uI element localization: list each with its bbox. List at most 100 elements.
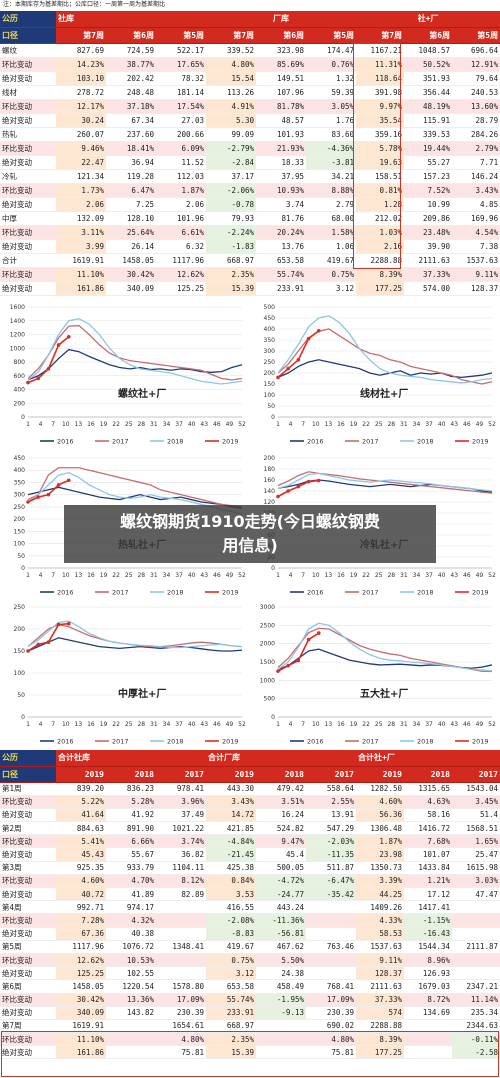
table-row: 螺纹 827.69 724.59 522.17 339.52 323.98 174.47 11… — [0, 43, 500, 58]
table-cell: 55.74% — [256, 267, 307, 282]
series-line-2017 — [27, 324, 243, 381]
table-cell: 1.73% — [56, 183, 106, 198]
table-cell: -2.03% — [306, 834, 356, 849]
y-tick-label: 400 — [14, 387, 26, 394]
table-cell: 158.51 — [356, 169, 405, 184]
table-row: 绝对变动 3.99 26.14 6.32 -1.83 13.76 1.06 2.16 39.90… — [0, 239, 500, 254]
table-cell: 1619.91 — [56, 1019, 106, 1034]
table-cell: 125.25 — [156, 281, 207, 296]
y-tick-label: 180 — [264, 466, 276, 473]
table-cell: -56.81 — [256, 927, 306, 941]
x-tick-label: 13 — [75, 572, 83, 579]
table-cell: 836.23 — [106, 782, 156, 796]
table-cell: -11.35 — [306, 847, 356, 862]
table1-group-shekou: 社库 — [56, 11, 207, 28]
x-tick-label: 25 — [375, 572, 383, 579]
table-row: 环比变动 9.46% 18.41% 6.09% -2.79% 21.93% -4.36% 5.… — [0, 141, 500, 156]
x-tick-label: 13 — [325, 721, 333, 728]
table-cell: 78.32 — [156, 71, 207, 86]
table-cell: 3.43% — [452, 183, 500, 198]
y-tick-label: 300 — [264, 348, 276, 355]
table-cell: 25.64% — [106, 225, 156, 240]
table-cell: -2.58 — [452, 1045, 500, 1060]
series-point-2019 — [26, 380, 30, 385]
table-row: 绝对变动 45.43 55.67 36.82 -21.45 45.4 -11.35 23.98… — [0, 847, 500, 862]
note-line: 注：本期库存为基差期比；公库口径：一周第一周为基差期比 — [3, 1, 166, 8]
table-cell: 177.25 — [356, 281, 405, 296]
table-cell: 992.71 — [56, 900, 106, 915]
x-tick-label: 1 — [26, 721, 30, 728]
series-point-2019 — [56, 483, 61, 487]
table-cell: 101.93 — [256, 127, 307, 142]
y-tick-label: 450 — [14, 455, 26, 462]
table-cell: 5.28% — [106, 795, 156, 809]
table-cell: 128.37 — [356, 966, 404, 981]
series-line-2017 — [27, 623, 243, 648]
y-tick-label: 140 — [264, 488, 276, 495]
table-cell: 101.96 — [156, 211, 207, 226]
table-row: 中厚 132.09 128.10 101.96 79.93 81.76 68.00 212.0… — [0, 211, 500, 226]
table-cell: 19.44% — [404, 141, 453, 156]
table-cell: 2288.88 — [356, 253, 405, 268]
table-cell: 209.86 — [404, 211, 453, 226]
table-cell: 7.71 — [452, 155, 500, 170]
x-tick-label: 10 — [62, 421, 70, 428]
legend-label: 2016 — [57, 589, 74, 597]
legend-label: 2018 — [167, 738, 184, 746]
series-line-2018 — [277, 472, 493, 492]
table-cell: 1416.72 — [404, 821, 452, 836]
table-row: 绝对变动 30.24 67.34 27.03 5.30 48.57 1.76 35.54 115… — [0, 113, 500, 128]
table-cell: 58.16 — [404, 808, 452, 823]
table-row: 绝对变动 161.86 75.81 15.39 75.81 177.25 -2.58 — [0, 1045, 500, 1060]
table-cell: 1654.61 — [156, 1019, 206, 1034]
headline-overlay: 螺纹钢期货1910走势(今日螺纹钢费 用信息) — [64, 505, 436, 563]
table-row: 绝对变动 2.06 7.25 2.06 -0.78 3.74 2.79 1.28 10.99 4.… — [0, 197, 500, 212]
y-tick-label: 1500 — [260, 659, 275, 666]
table-cell: 181.14 — [156, 85, 207, 100]
legend-label: 2017 — [112, 738, 129, 746]
table-cell: 9.11% — [452, 267, 500, 282]
table-cell — [306, 927, 356, 941]
table-cell: 17.65% — [156, 57, 207, 72]
x-tick-label: 19 — [350, 721, 358, 728]
table-cell: 2.35% — [206, 1032, 256, 1047]
table-cell: 3.53 — [206, 887, 256, 902]
table1-col-header: 第5周 — [156, 27, 207, 44]
table-cell: 55.74% — [206, 993, 256, 1007]
table-cell: 7.28% — [56, 913, 106, 928]
legend-label: 2019 — [472, 589, 489, 597]
table-cell: 933.79 — [106, 861, 156, 875]
table-cell: 1458.05 — [56, 979, 106, 994]
legend-label: 2016 — [307, 438, 324, 446]
table-cell: 128.37 — [452, 281, 500, 296]
x-tick-label: 49 — [226, 572, 234, 579]
table-cell: 128.10 — [106, 211, 156, 226]
chart-wire-rod: 0 50 100 150 200 250 300 350 400 450 500 1 4 7 10 13 16 1… — [250, 299, 500, 449]
table-cell: 1.32 — [306, 71, 357, 86]
x-tick-label: 22 — [362, 721, 370, 728]
table-cell: 11.14% — [452, 993, 500, 1007]
table-cell — [106, 1045, 156, 1060]
y-tick-label: 0 — [21, 714, 25, 721]
table-cell: -2.08% — [206, 913, 256, 928]
table-cell: 5.78% — [356, 141, 405, 156]
table-cell: 81.78% — [256, 99, 307, 114]
series-point-2019 — [66, 478, 71, 483]
table-cell: 339.53 — [404, 127, 453, 142]
series-line-2016 — [277, 359, 493, 379]
series-point-2019 — [316, 478, 321, 483]
row-label: 第6周 — [0, 979, 56, 994]
table-cell: 21.93% — [256, 141, 307, 156]
table2-col-header: 2019 — [206, 766, 256, 783]
series-line-2016 — [27, 637, 243, 652]
table-cell: 323.98 — [256, 43, 307, 58]
table-cell: 20.24% — [256, 225, 307, 240]
table-cell: 45.4 — [256, 847, 306, 862]
y-tick-label: 200 — [264, 370, 276, 377]
table-cell: 3.99 — [56, 239, 106, 254]
table2-group-total: 合计社+厂 — [356, 750, 500, 767]
legend-label: 2018 — [417, 738, 434, 746]
table-cell: 278.72 — [56, 85, 106, 100]
table-cell: 99.09 — [206, 127, 257, 142]
table1-col-header: 第6周 — [106, 27, 156, 44]
